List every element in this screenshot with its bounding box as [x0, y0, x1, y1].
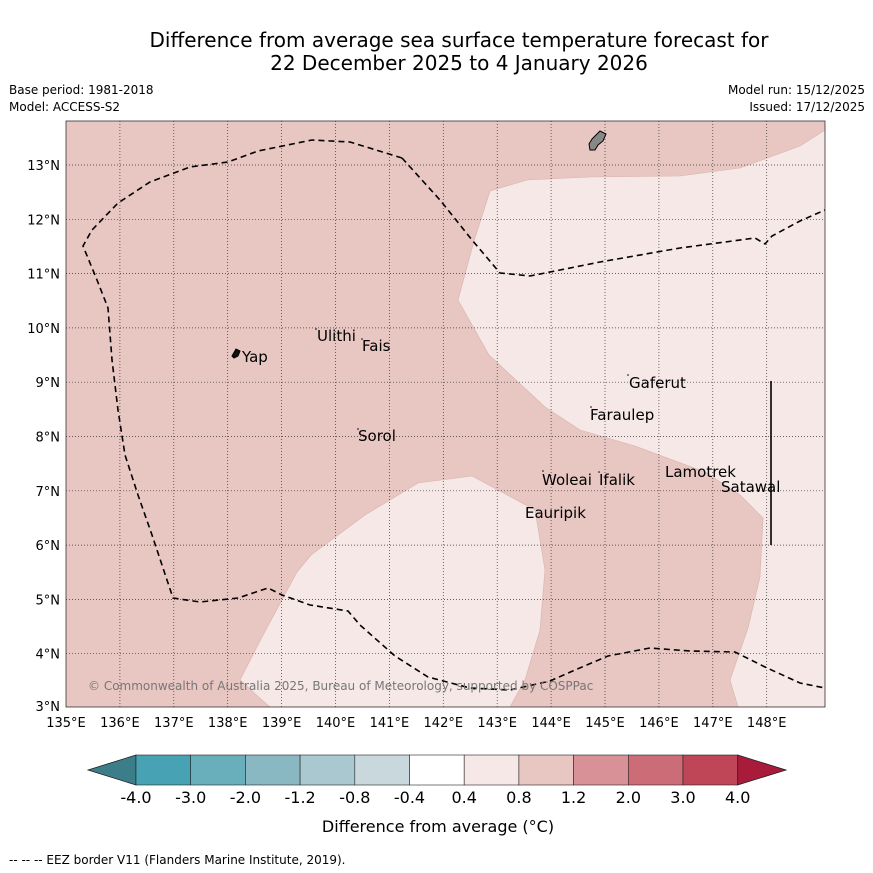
- eez-border-main: [82, 139, 825, 691]
- longitude-label: 136°E: [100, 716, 140, 731]
- place-label-woleai: Woleai: [542, 471, 592, 489]
- place-label-gaferut: Gaferut: [629, 374, 686, 392]
- colorbar-bin: [135, 754, 192, 786]
- colorbar-tick-label: -2.0: [230, 788, 261, 807]
- sorol-dot: [357, 428, 359, 430]
- colorbar-tick-label: -4.0: [120, 788, 151, 807]
- yap-island: [231, 348, 241, 359]
- latitude-label: 8°N: [36, 431, 61, 446]
- base-period: Base period: 1981-2018: [9, 83, 154, 97]
- copyright-notice: © Commonwealth of Australia 2025, Bureau…: [88, 679, 593, 693]
- anomaly-fields: [66, 121, 825, 707]
- latitude-label: 5°N: [36, 593, 61, 608]
- place-label-sorol: Sorol: [358, 427, 396, 445]
- latitude-label: 12°N: [27, 213, 60, 228]
- graticule: [66, 121, 825, 707]
- place-label-lamotrek: Lamotrek: [665, 463, 736, 481]
- colorbar-bin: [463, 754, 520, 786]
- colorbar-extend-low: [86, 754, 137, 786]
- colorbar: -4.0 -3.0 -2.0 -1.2 -0.8 -0.4 0.4 0.8 1.2 2.0 3.0 4…: [86, 754, 788, 807]
- map-title-line2: 22 December 2025 to 4 January 2026: [270, 51, 648, 75]
- place-label-yap: Yap: [241, 348, 268, 366]
- colorbar-label: Difference from average (°C): [322, 817, 554, 836]
- colorbar-tick-label: 3.0: [670, 788, 695, 807]
- place-label-ulithi: Ulithi: [317, 327, 356, 345]
- longitude-label: 137°E: [154, 716, 194, 731]
- longitude-label: 148°E: [747, 716, 787, 731]
- place-labels: Yap Ulithi Fais Gaferut Faraulep Sorol L…: [241, 327, 780, 522]
- longitude-label: 135°E: [46, 716, 86, 731]
- place-label-ifalik: Ifalik: [599, 471, 635, 489]
- woleai-dot: [542, 470, 544, 472]
- latitude-label: 7°N: [36, 485, 61, 500]
- colorbar-bin: [627, 754, 684, 786]
- issued-date: Issued: 17/12/2025: [749, 100, 865, 114]
- longitude-label: 145°E: [585, 716, 625, 731]
- latitude-labels: 13°N 12°N 11°N 10°N 9°N 8°N 7°N 6°N 5°N 4°N 3°N: [27, 159, 60, 715]
- place-label-fais: Fais: [362, 337, 391, 355]
- latitude-label: 4°N: [36, 648, 61, 663]
- latitude-label: 13°N: [27, 159, 60, 174]
- longitude-label: 141°E: [370, 716, 410, 731]
- place-label-faraulep: Faraulep: [590, 406, 654, 424]
- ifalik-dot: [598, 471, 600, 473]
- colorbar-tick-label: -0.8: [339, 788, 370, 807]
- colorbar-tick-label: 1.2: [561, 788, 586, 807]
- ulithi-dot: [315, 328, 317, 330]
- faraulep-dot: [590, 406, 592, 408]
- colorbar-tick-label: 0.4: [451, 788, 476, 807]
- longitude-label: 143°E: [477, 716, 517, 731]
- eez-border-north: [401, 157, 825, 277]
- colorbar-bin: [518, 754, 574, 786]
- eez-footnote: -- -- -- EEZ border V11 (Flanders Marine…: [9, 853, 346, 867]
- longitude-label: 142°E: [424, 716, 464, 731]
- longitude-label: 139°E: [262, 716, 302, 731]
- colorbar-bin: [682, 754, 739, 786]
- colorbar-bin: [354, 754, 410, 786]
- place-label-eauripik: Eauripik: [525, 504, 586, 522]
- model-run: Model run: 15/12/2025: [727, 83, 865, 97]
- guam-island: [588, 130, 607, 151]
- plot-frame: [65, 120, 826, 708]
- longitude-labels: 135°E 136°E 137°E 138°E 139°E 140°E 141°E 142°E…: [46, 716, 786, 731]
- longitude-label: 140°E: [316, 716, 356, 731]
- place-label-satawal: Satawal: [721, 478, 780, 496]
- colorbar-bin: [299, 754, 356, 786]
- colorbar-bin: [573, 754, 629, 786]
- colorbar-bin: [190, 754, 246, 786]
- colorbar-tick-label: -0.4: [394, 788, 425, 807]
- latitude-label: 6°N: [36, 539, 61, 554]
- longitude-label: 146°E: [639, 716, 679, 731]
- longitude-label: 138°E: [208, 716, 248, 731]
- longitude-label: 147°E: [693, 716, 733, 731]
- anomaly-region-0-4-to-0-8-south: [239, 475, 546, 707]
- colorbar-tick-label: -3.0: [175, 788, 206, 807]
- latitude-label: 3°N: [36, 700, 61, 715]
- latitude-label: 10°N: [27, 322, 60, 337]
- colorbar-tick-label: 4.0: [725, 788, 750, 807]
- colorbar-tick-label: 2.0: [616, 788, 641, 807]
- longitude-label: 144°E: [531, 716, 571, 731]
- colorbar-bin: [409, 754, 465, 786]
- islands: [231, 130, 629, 473]
- colorbar-extend-high: [737, 754, 788, 786]
- gaferut-dot: [627, 374, 629, 376]
- fais-dot: [361, 338, 363, 340]
- model-name: Model: ACCESS-S2: [9, 100, 121, 114]
- latitude-label: 11°N: [27, 268, 60, 283]
- eez-borders: [82, 139, 825, 691]
- colorbar-tick-label: 0.8: [506, 788, 531, 807]
- colorbar-tick-label: -1.2: [284, 788, 315, 807]
- colorbar-bin: [245, 754, 301, 786]
- map-title-line1: Difference from average sea surface temp…: [149, 28, 769, 52]
- latitude-label: 9°N: [36, 376, 61, 391]
